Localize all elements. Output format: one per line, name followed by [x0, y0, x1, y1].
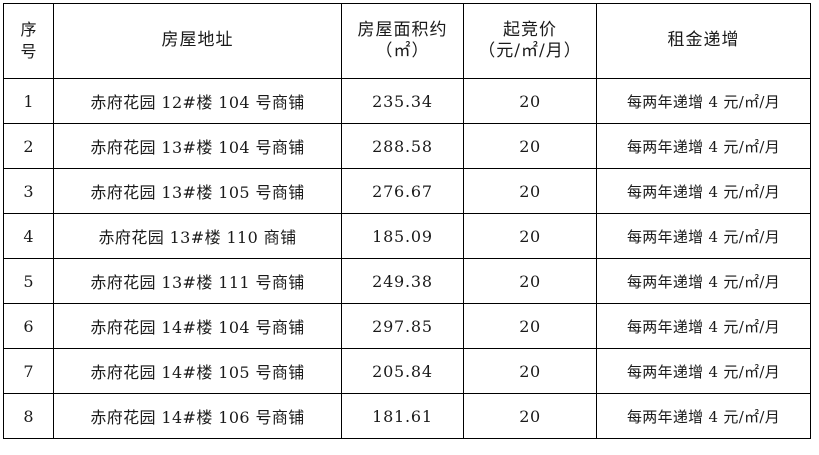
- column-header-area-line-2: （㎡）: [375, 41, 430, 61]
- table-row: 5 赤府花园 13#楼 111 号商铺 249.38 20 每两年递增 4 元/…: [3, 258, 811, 304]
- cell-area: 185.09: [341, 213, 464, 259]
- cell-increment: 每两年递增 4 元/㎡/月: [596, 303, 811, 349]
- column-header-price: 起竞价 （元/㎡/月）: [463, 3, 597, 79]
- cell-price: 20: [463, 303, 597, 349]
- cell-price: 20: [463, 393, 597, 439]
- cell-price: 20: [463, 213, 597, 259]
- table-header-row: 序 号 房屋地址 房屋面积约 （㎡） 起竞价 （元/㎡/月） 租金递增: [3, 3, 811, 79]
- cell-address: 赤府花园 13#楼 111 号商铺: [53, 258, 342, 304]
- cell-increment: 每两年递增 4 元/㎡/月: [596, 348, 811, 394]
- cell-increment: 每两年递增 4 元/㎡/月: [596, 123, 811, 169]
- cell-index: 7: [3, 348, 54, 394]
- cell-area: 288.58: [341, 123, 464, 169]
- cell-address: 赤府花园 12#楼 104 号商铺: [53, 78, 342, 124]
- table-row: 1 赤府花园 12#楼 104 号商铺 235.34 20 每两年递增 4 元/…: [3, 78, 811, 124]
- cell-increment: 每两年递增 4 元/㎡/月: [596, 258, 811, 304]
- cell-index: 3: [3, 168, 54, 214]
- cell-increment: 每两年递增 4 元/㎡/月: [596, 168, 811, 214]
- cell-address: 赤府花园 14#楼 105 号商铺: [53, 348, 342, 394]
- column-header-index: 序 号: [3, 3, 54, 79]
- cell-increment: 每两年递增 4 元/㎡/月: [596, 393, 811, 439]
- cell-price: 20: [463, 168, 597, 214]
- column-header-area-line-1: 房屋面积约: [357, 19, 448, 40]
- table-row: 7 赤府花园 14#楼 105 号商铺 205.84 20 每两年递增 4 元/…: [3, 348, 811, 394]
- property-listing-table: 序 号 房屋地址 房屋面积约 （㎡） 起竞价 （元/㎡/月） 租金递增 1 赤府…: [3, 3, 811, 439]
- cell-area: 297.85: [341, 303, 464, 349]
- cell-index: 8: [3, 393, 54, 439]
- cell-address: 赤府花园 14#楼 106 号商铺: [53, 393, 342, 439]
- table-row: 8 赤府花园 14#楼 106 号商铺 181.61 20 每两年递增 4 元/…: [3, 393, 811, 439]
- cell-address: 赤府花园 13#楼 105 号商铺: [53, 168, 342, 214]
- cell-index: 6: [3, 303, 54, 349]
- column-header-price-line-1: 起竞价: [503, 19, 557, 40]
- column-header-area: 房屋面积约 （㎡）: [341, 3, 464, 79]
- column-header-address: 房屋地址: [53, 3, 342, 79]
- cell-price: 20: [463, 123, 597, 169]
- cell-area: 205.84: [341, 348, 464, 394]
- cell-increment: 每两年递增 4 元/㎡/月: [596, 213, 811, 259]
- cell-area: 235.34: [341, 78, 464, 124]
- table-row: 4 赤府花园 13#楼 110 商铺 185.09 20 每两年递增 4 元/㎡…: [3, 213, 811, 259]
- table-header: 序 号 房屋地址 房屋面积约 （㎡） 起竞价 （元/㎡/月） 租金递增: [3, 3, 811, 79]
- cell-area: 249.38: [341, 258, 464, 304]
- cell-address: 赤府花园 13#楼 104 号商铺: [53, 123, 342, 169]
- cell-increment: 每两年递增 4 元/㎡/月: [596, 78, 811, 124]
- cell-area: 276.67: [341, 168, 464, 214]
- cell-price: 20: [463, 258, 597, 304]
- cell-index: 1: [3, 78, 54, 124]
- cell-address: 赤府花园 13#楼 110 商铺: [53, 213, 342, 259]
- cell-index: 2: [3, 123, 54, 169]
- table-row: 3 赤府花园 13#楼 105 号商铺 276.67 20 每两年递增 4 元/…: [3, 168, 811, 214]
- table-row: 2 赤府花园 13#楼 104 号商铺 288.58 20 每两年递增 4 元/…: [3, 123, 811, 169]
- cell-price: 20: [463, 348, 597, 394]
- table-row: 6 赤府花园 14#楼 104 号商铺 297.85 20 每两年递增 4 元/…: [3, 303, 811, 349]
- cell-index: 4: [3, 213, 54, 259]
- column-header-increment: 租金递增: [596, 3, 811, 79]
- cell-price: 20: [463, 78, 597, 124]
- column-header-price-line-2: （元/㎡/月）: [478, 41, 582, 61]
- cell-area: 181.61: [341, 393, 464, 439]
- column-header-index-line-2: 号: [20, 42, 37, 61]
- cell-address: 赤府花园 14#楼 104 号商铺: [53, 303, 342, 349]
- table-body: 1 赤府花园 12#楼 104 号商铺 235.34 20 每两年递增 4 元/…: [3, 78, 811, 439]
- column-header-index-line-1: 序: [20, 20, 37, 40]
- cell-index: 5: [3, 258, 54, 304]
